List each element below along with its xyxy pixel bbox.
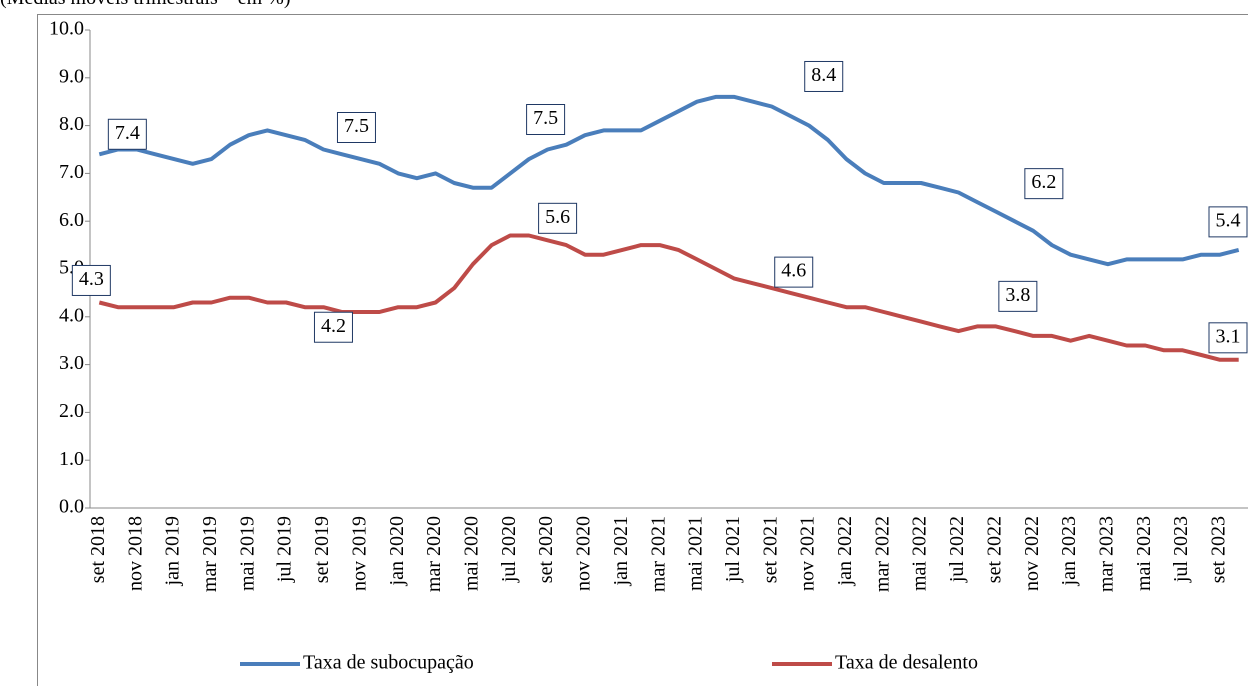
- data-label: 4.3: [72, 265, 110, 295]
- y-tick-label: 9.0: [59, 65, 84, 87]
- x-tick-label: jul 2020: [498, 516, 520, 583]
- data-label-text: 3.8: [1005, 284, 1030, 306]
- y-tick-label: 4.0: [59, 304, 84, 326]
- x-tick-label: set 2018: [87, 516, 109, 583]
- data-label: 3.1: [1209, 323, 1247, 353]
- x-tick-label: jan 2020: [386, 516, 408, 586]
- data-label-text: 4.3: [79, 268, 104, 290]
- y-tick-label: 10.0: [49, 18, 84, 40]
- data-label: 5.4: [1209, 207, 1247, 237]
- x-tick-label: mai 2020: [460, 516, 482, 591]
- x-tick-label: jul 2023: [1170, 516, 1192, 583]
- y-tick-label: 2.0: [59, 400, 84, 422]
- legend-label: Taxa de desalento: [835, 652, 978, 674]
- data-label: 7.4: [108, 119, 146, 149]
- y-tick-label: 6.0: [59, 209, 84, 231]
- data-label: 4.2: [314, 312, 352, 342]
- data-label-text: 4.6: [781, 260, 806, 282]
- data-label: 6.2: [1025, 169, 1063, 199]
- x-tick-label: mar 2021: [647, 516, 669, 592]
- x-tick-label: jan 2023: [1058, 516, 1080, 586]
- x-tick-label: set 2020: [535, 516, 557, 583]
- x-tick-label: mai 2021: [685, 516, 707, 591]
- x-tick-label: jul 2019: [274, 516, 296, 583]
- y-tick-label: 7.0: [59, 161, 84, 183]
- y-tick-label: 0.0: [59, 496, 84, 518]
- data-label-text: 4.2: [321, 315, 346, 337]
- x-tick-label: mai 2023: [1133, 516, 1155, 591]
- x-tick-label: mai 2019: [236, 516, 258, 591]
- x-tick-label: mar 2020: [423, 516, 445, 592]
- data-label-text: 7.4: [115, 122, 140, 144]
- x-tick-label: nov 2019: [348, 516, 370, 591]
- data-label: 4.6: [775, 257, 813, 287]
- data-label-text: 8.4: [811, 64, 836, 86]
- x-tick-label: jan 2022: [834, 516, 856, 586]
- data-label: 8.4: [805, 61, 843, 91]
- legend-label: Taxa de subocupação: [303, 652, 474, 674]
- x-tick-label: jul 2022: [946, 516, 968, 583]
- data-label-text: 5.4: [1216, 209, 1241, 231]
- x-tick-label: set 2022: [983, 516, 1005, 583]
- chart-subtitle: (Médias móveis trimestrais – em %): [0, 0, 291, 9]
- x-tick-label: jul 2021: [722, 516, 744, 583]
- data-label-text: 7.5: [344, 115, 369, 137]
- data-label: 3.8: [999, 281, 1037, 311]
- series-line: [99, 97, 1238, 264]
- x-tick-label: nov 2020: [573, 516, 595, 591]
- x-tick-label: nov 2021: [797, 516, 819, 591]
- x-tick-label: set 2023: [1208, 516, 1230, 583]
- data-label-text: 5.6: [545, 206, 570, 228]
- x-tick-label: set 2019: [311, 516, 333, 583]
- y-tick-label: 1.0: [59, 448, 84, 470]
- data-label: 7.5: [337, 113, 375, 143]
- y-tick-label: 3.0: [59, 352, 84, 374]
- data-label: 5.6: [539, 203, 577, 233]
- x-tick-label: jan 2021: [610, 516, 632, 586]
- y-tick-label: 8.0: [59, 113, 84, 135]
- data-label: 7.5: [527, 105, 565, 135]
- data-label-text: 6.2: [1031, 171, 1056, 193]
- x-tick-label: nov 2022: [1021, 516, 1043, 591]
- x-tick-label: nov 2018: [124, 516, 146, 591]
- data-label-text: 7.5: [533, 107, 558, 129]
- x-tick-label: mar 2022: [871, 516, 893, 592]
- x-tick-label: set 2021: [759, 516, 781, 583]
- x-tick-label: jan 2019: [162, 516, 184, 586]
- data-label-text: 3.1: [1216, 325, 1241, 347]
- x-tick-label: mar 2019: [199, 516, 221, 592]
- x-tick-label: mar 2023: [1096, 516, 1118, 592]
- x-tick-label: mai 2022: [909, 516, 931, 591]
